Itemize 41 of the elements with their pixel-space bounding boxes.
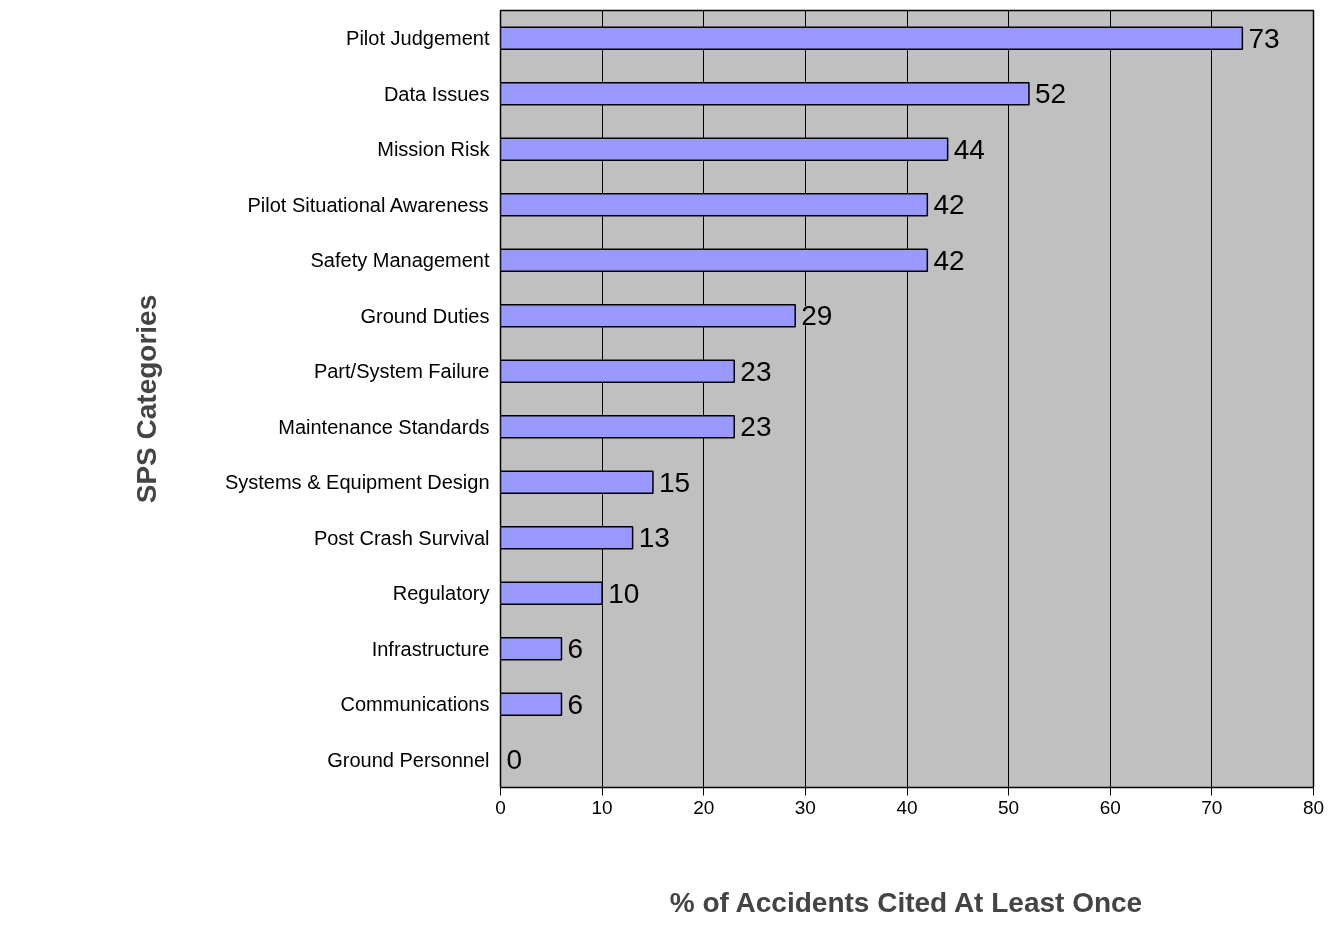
y-tick-label: Pilot Judgement xyxy=(346,27,490,50)
y-tick-label: Communications xyxy=(340,693,490,716)
y-tick-label: Mission Risk xyxy=(377,138,491,161)
y-tick-label: Pilot Situational Awareness xyxy=(247,193,489,216)
y-tick-label: Systems & Equipment Design xyxy=(224,471,490,494)
data-label: 42 xyxy=(933,244,965,276)
data-label: 23 xyxy=(740,355,772,387)
data-label: 13 xyxy=(638,522,670,554)
y-tick-label: Infrastructure xyxy=(371,637,490,660)
data-label: 6 xyxy=(567,633,584,665)
bar xyxy=(500,636,563,661)
bar xyxy=(500,692,563,717)
x-tick-label: 70 xyxy=(1201,796,1223,818)
y-tick-label: Ground Personnel xyxy=(327,748,490,771)
x-tick-label: 10 xyxy=(591,796,613,818)
x-tick-label: 0 xyxy=(495,796,506,818)
data-label: 52 xyxy=(1035,78,1067,110)
y-tick-label: Post Crash Survival xyxy=(313,526,490,549)
y-tick-label: Regulatory xyxy=(392,582,490,605)
x-tick-label: 20 xyxy=(693,796,715,818)
y-tick-label: Part/System Failure xyxy=(313,360,490,383)
y-tick-label: Ground Duties xyxy=(360,304,490,327)
x-axis-title: % of Accidents Cited At Least Once xyxy=(669,886,1143,918)
y-axis-title: SPS Categories xyxy=(130,294,162,504)
y-tick-label: Safety Management xyxy=(310,249,490,272)
data-label: 0 xyxy=(506,744,523,776)
x-tick-label: 30 xyxy=(794,796,816,818)
x-tick-label: 80 xyxy=(1302,796,1325,818)
data-label: 6 xyxy=(567,688,584,720)
data-label: 29 xyxy=(801,300,833,332)
data-label: 15 xyxy=(659,466,691,498)
data-label: 10 xyxy=(608,577,640,609)
data-label: 42 xyxy=(933,189,965,221)
data-label: 44 xyxy=(953,133,985,165)
x-tick-label: 50 xyxy=(998,796,1020,818)
x-tick-label: 60 xyxy=(1099,796,1121,818)
x-tick-label: 40 xyxy=(896,796,918,818)
y-tick-label: Maintenance Standards xyxy=(278,415,490,438)
data-label: 73 xyxy=(1248,22,1280,54)
y-tick-label: Data Issues xyxy=(383,82,490,105)
data-label: 23 xyxy=(740,411,772,443)
